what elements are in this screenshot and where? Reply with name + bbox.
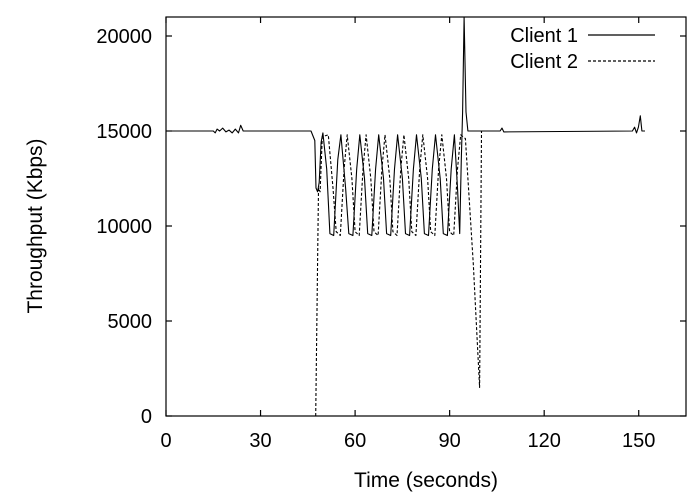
series-line-client-2 xyxy=(315,130,483,417)
x-tick-label: 90 xyxy=(439,430,461,452)
x-axis-label: Time (seconds) xyxy=(354,469,498,492)
legend-label-client-2: Client 2 xyxy=(510,51,578,73)
x-axis-ticks: 0 30 60 90 120 150 xyxy=(160,17,655,452)
series-layer xyxy=(166,16,645,417)
x-tick-label: 60 xyxy=(344,430,366,452)
y-tick-label: 0 xyxy=(141,406,152,428)
x-tick-label: 30 xyxy=(249,430,271,452)
x-tick-label: 0 xyxy=(160,430,171,452)
y-axis-label: Throughput (Kbps) xyxy=(24,138,47,313)
series-line-client-1 xyxy=(166,16,645,237)
y-tick-label: 10000 xyxy=(96,216,152,238)
x-tick-label: 120 xyxy=(527,430,560,452)
y-axis-ticks: 0 5000 10000 15000 20000 xyxy=(96,26,686,428)
y-tick-label: 20000 xyxy=(96,26,152,48)
y-tick-label: 15000 xyxy=(96,121,152,143)
legend-label-client-1: Client 1 xyxy=(510,25,578,47)
legend: Client 1 Client 2 xyxy=(510,25,655,73)
x-tick-label: 150 xyxy=(622,430,655,452)
plot-frame xyxy=(165,16,687,417)
plot-border xyxy=(165,16,687,417)
y-tick-label: 5000 xyxy=(108,311,153,333)
